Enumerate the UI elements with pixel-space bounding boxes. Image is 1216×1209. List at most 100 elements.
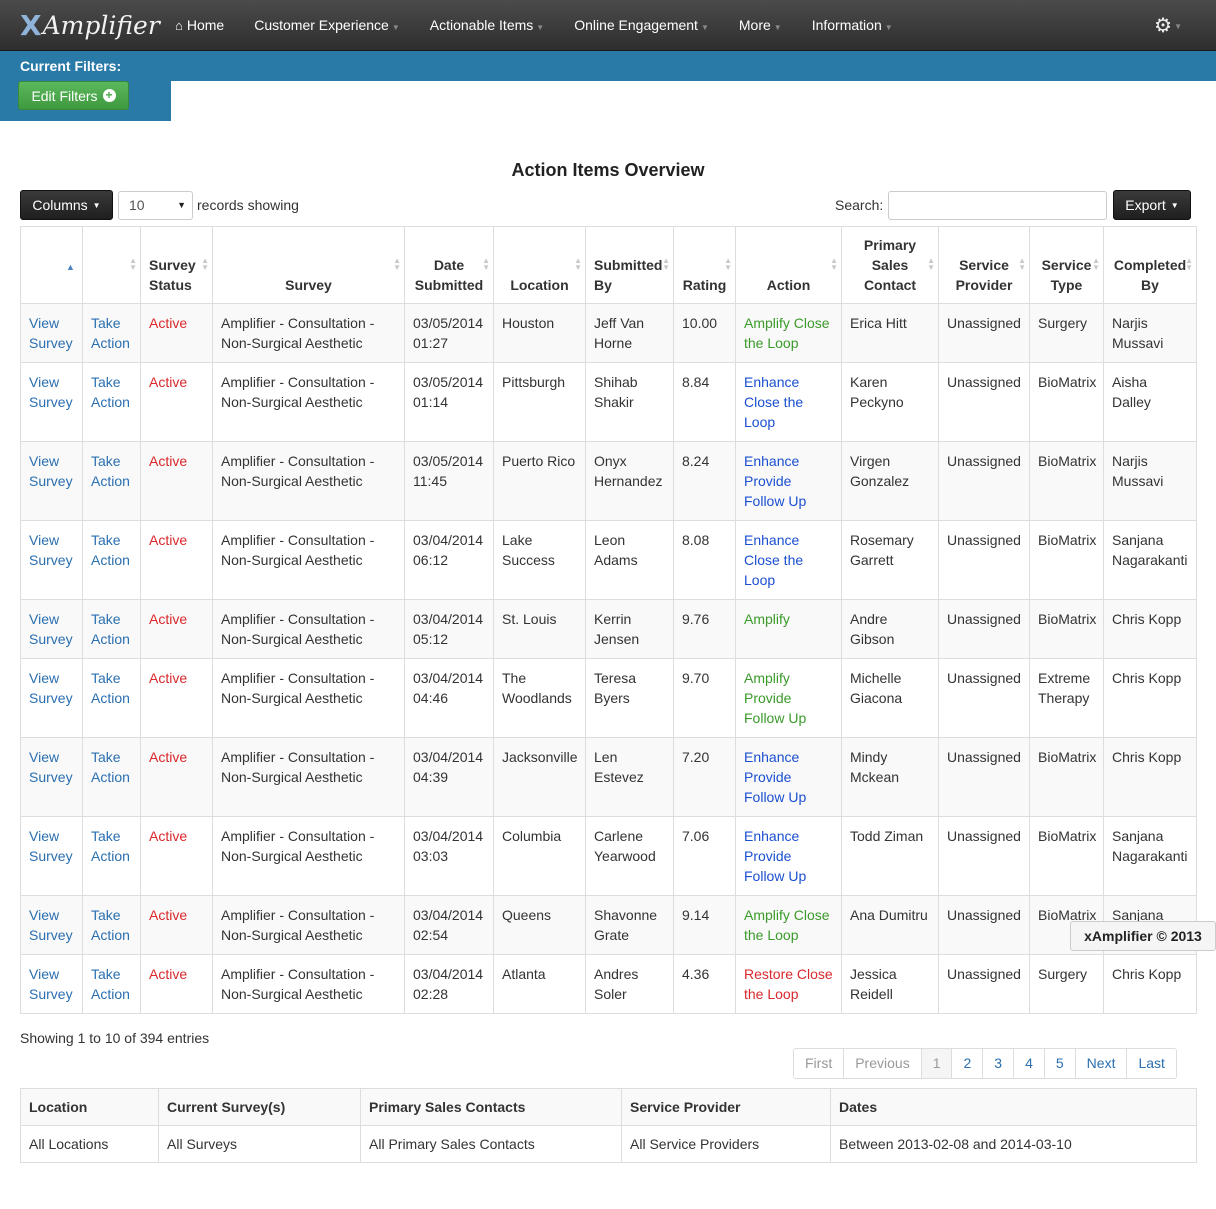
take-action-link[interactable]: Take Action [91,532,130,568]
sales-contact-cell: Mindy Mckean [850,749,900,785]
view-survey-link[interactable]: View Survey [29,315,73,351]
nav-information[interactable]: Information ▼ [797,0,908,51]
location-cell: Houston [502,315,555,331]
service-type-cell: BioMatrix [1038,532,1097,548]
take-action-link[interactable]: Take Action [91,749,130,785]
view-survey-link[interactable]: View Survey [29,828,73,864]
search-input[interactable] [888,191,1107,220]
col-header-label: Completed By [1113,257,1187,293]
take-action-link[interactable]: Take Action [91,670,130,706]
view-survey-link[interactable]: View Survey [29,374,73,410]
nav-online-engagement[interactable]: Online Engagement ▼ [559,0,724,51]
view-survey-link[interactable]: View Survey [29,907,73,943]
pagination-previous[interactable]: Previous [843,1049,921,1078]
pagination-first[interactable]: First [794,1049,844,1078]
take-action-link[interactable]: Take Action [91,966,130,1002]
pagination-page-3[interactable]: 3 [982,1049,1014,1078]
date-cell: 03/04/2014 05:12 [404,599,494,659]
col-header-service-provider[interactable]: Service Provider ▲ ▼ [938,226,1030,304]
submitted-by-cell: Teresa Byers [585,658,674,738]
col-header-primary-sales-contact[interactable]: Primary Sales Contact ▲ ▼ [841,226,939,304]
table-row: View Survey Take Action Active Amplifier - … [20,816,1197,896]
location-cell: Jacksonville [493,737,586,817]
service-type-cell: BioMatrix [1029,737,1104,817]
service-type-cell: BioMatrix [1029,816,1104,896]
col-header-action[interactable]: Action ▲ ▼ [735,226,842,304]
completed-by-cell: Narjis Mussavi [1112,315,1164,351]
take-action-link[interactable]: Take Action [91,374,130,410]
nav-actionable-items[interactable]: Actionable Items ▼ [415,0,559,51]
export-button[interactable]: Export ▼ [1113,190,1191,220]
view-survey-cell: View Survey [20,658,83,738]
rating-cell: 7.20 [682,749,710,765]
nav-more[interactable]: More ▼ [724,0,797,51]
rating-cell: 9.70 [682,670,710,686]
col-header-submitted-by[interactable]: Submitted By ▲ ▼ [585,226,674,304]
sort-icon: ▲ ▼ [1185,256,1193,272]
service-provider-cell: Unassigned [947,670,1021,686]
submitted-by-cell: Andres Soler [594,966,639,1002]
date-cell: 03/04/2014 04:46 [404,658,494,738]
brand-logo[interactable]: X Amplifier [20,10,160,42]
col-header-rating[interactable]: Rating ▲ ▼ [673,226,736,304]
service-provider-cell: Unassigned [938,737,1030,817]
view-survey-cell: View Survey [20,737,83,817]
submitted-by-cell: Kerrin Jensen [585,599,674,659]
view-survey-cell: View Survey [20,362,83,442]
summary-header-sales-contacts: Primary Sales Contacts [360,1088,622,1126]
take-action-link[interactable]: Take Action [91,611,130,647]
edit-filters-button[interactable]: Edit Filters + [18,81,129,110]
col-header-completed-by[interactable]: Completed By ▲ ▼ [1103,226,1197,304]
date-cell: 03/04/2014 05:12 [413,611,484,647]
date-cell: 03/05/2014 11:45 [404,441,494,521]
take-action-link[interactable]: Take Action [91,907,130,943]
sort-icon: ▲ ▼ [1018,256,1026,272]
location-cell: Queens [502,907,552,923]
col-header-service-type[interactable]: Service Type ▲ ▼ [1029,226,1104,304]
col-header-survey-status[interactable]: Survey Status ▲ ▼ [140,226,213,304]
pagination-page-1[interactable]: 1 [920,1049,952,1078]
view-survey-link[interactable]: View Survey [29,670,73,706]
location-cell: Pittsburgh [493,362,586,442]
pagination-page-2[interactable]: 2 [951,1049,983,1078]
col-header-view[interactable]: ▲ [20,226,83,304]
nav-customer-experience[interactable]: Customer Experience ▼ [239,0,415,51]
pagination-page-5[interactable]: 5 [1043,1049,1075,1078]
col-header-date-submitted[interactable]: Date Submitted ▲ ▼ [404,226,494,304]
date-cell: 03/04/2014 02:54 [413,907,484,943]
pagination-next[interactable]: Next [1074,1049,1127,1078]
records-per-page-select[interactable]: 10 ▼ [118,191,193,220]
take-action-link[interactable]: Take Action [91,453,130,489]
view-survey-link[interactable]: View Survey [29,453,73,489]
view-survey-link[interactable]: View Survey [29,749,73,785]
view-survey-link[interactable]: View Survey [29,966,73,1002]
nav-home[interactable]: ⌂ Home [160,0,239,51]
service-type-cell: Extreme Therapy [1029,658,1104,738]
pagination-page-4[interactable]: 4 [1013,1049,1044,1078]
sales-contact-cell: Erica Hitt [841,303,939,363]
status-cell: Active [140,895,213,955]
columns-button[interactable]: Columns ▼ [20,190,113,220]
completed-by-cell: Sanjana Nagarakanti [1103,520,1197,600]
settings-menu[interactable]: ⚙ ▼ [1154,13,1182,38]
take-action-link[interactable]: Take Action [91,828,130,864]
survey-cell: Amplifier - Consultation - Non-Surgical … [221,453,375,489]
action-cell: Restore Close the Loop [735,954,842,1014]
submitted-by-cell: Jeff Van Horne [594,315,645,351]
col-header-take[interactable]: ▲ ▼ [82,226,141,304]
location-cell: Columbia [493,816,586,896]
view-survey-link[interactable]: View Survey [29,611,73,647]
col-header-location[interactable]: Location ▲ ▼ [493,226,586,304]
table-row: View Survey Take Action Active Amplifier - … [20,441,1197,521]
survey-cell: Amplifier - Consultation - Non-Surgical … [212,895,405,955]
col-header-survey[interactable]: Survey ▲ ▼ [212,226,405,304]
survey-cell: Amplifier - Consultation - Non-Surgical … [212,441,405,521]
take-action-link[interactable]: Take Action [91,315,130,351]
home-icon: ⌂ [175,18,183,33]
pagination-last[interactable]: Last [1126,1049,1176,1078]
nav-online-engagement-label: Online Engagement [574,17,698,33]
view-survey-link[interactable]: View Survey [29,532,73,568]
completed-by-cell: Chris Kopp [1103,599,1197,659]
submitted-by-cell: Jeff Van Horne [585,303,674,363]
submitted-by-cell: Leon Adams [594,532,638,568]
